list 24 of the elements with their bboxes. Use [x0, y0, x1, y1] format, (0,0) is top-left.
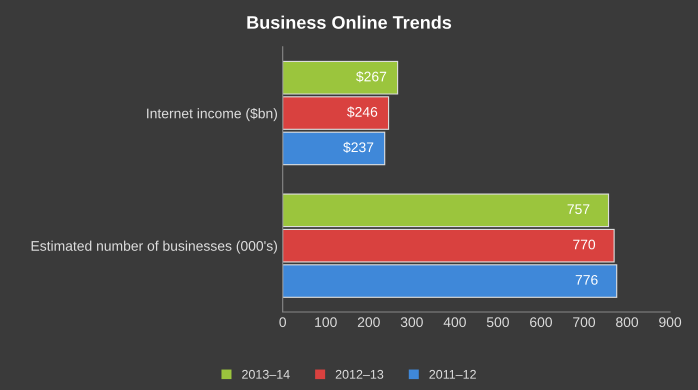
x-tick-label: 700: [573, 317, 596, 328]
x-tick-label: 900: [659, 317, 682, 328]
x-tick-label: 600: [530, 317, 552, 328]
x-tick-label: 100: [315, 317, 337, 328]
bar: [282, 60, 398, 95]
y-tick-label: Estimated number of businesses (000's): [32, 240, 277, 254]
legend-label: 2012–13: [336, 370, 384, 379]
data-label: 776: [576, 274, 598, 285]
data-label: $237: [343, 142, 374, 154]
chart-title: Business Online Trends: [247, 16, 452, 29]
x-tick-label: 400: [444, 317, 466, 328]
data-label: $246: [347, 106, 378, 118]
legend-label: 2011–12: [429, 370, 476, 379]
x-tick-label: 500: [486, 317, 509, 328]
bar: [282, 194, 610, 228]
x-tick-label: 200: [358, 317, 380, 328]
y-tick-label: Internet income ($bn): [147, 108, 277, 122]
x-tick-label: 800: [616, 317, 638, 328]
data-label: 770: [573, 240, 596, 250]
x-tick-label: 0: [279, 317, 286, 328]
data-label: 757: [568, 204, 590, 214]
data-label: $267: [356, 71, 386, 82]
x-tick-label: 300: [400, 317, 423, 328]
legend-label: 2013–14: [242, 370, 290, 379]
